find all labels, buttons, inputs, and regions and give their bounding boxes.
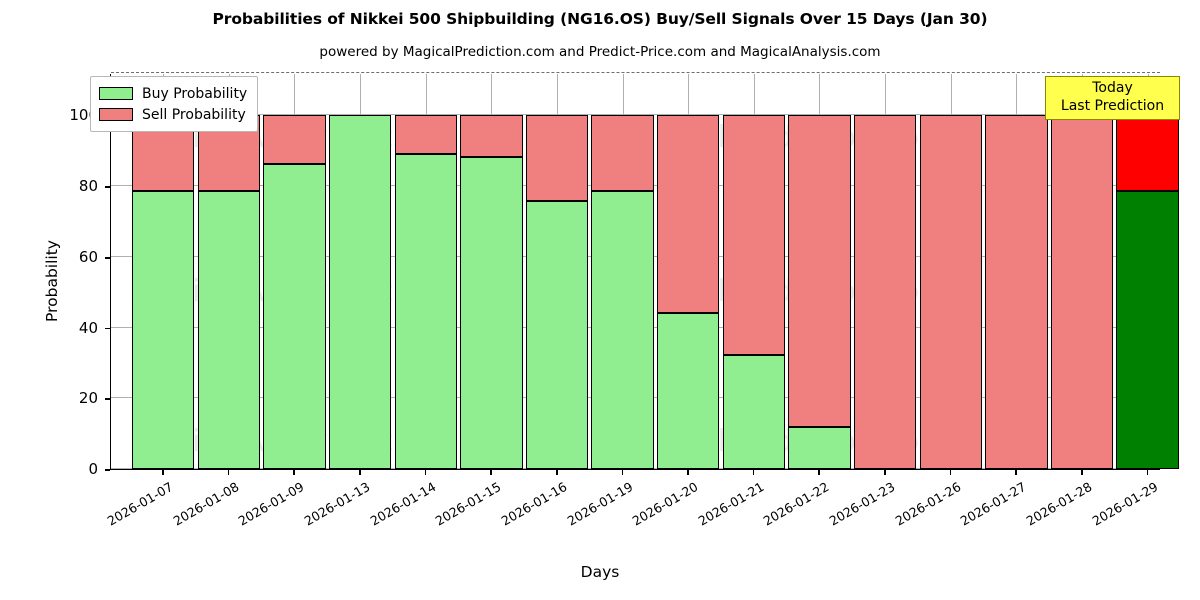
x-tick-mark-2026-01-14 [424,470,427,475]
y-axis-label: Probability [43,240,61,322]
y-tick-mark-80 [105,186,110,188]
x-tick-mark-2026-01-29 [1146,470,1149,475]
y-tick-label-20: 20 [78,389,98,408]
y-tick-mark-40 [105,327,110,330]
x-tick-mark-2026-01-23 [884,470,886,475]
top-dashed-line [111,72,1160,469]
x-tick-mark-2026-01-20 [687,470,689,475]
x-tick-mark-2026-01-26 [949,470,952,475]
legend-swatch-buy-icon [99,87,133,100]
x-tick-mark-2026-01-22 [818,470,821,475]
x-tick-mark-2026-01-08 [227,470,230,475]
y-tick-mark-0 [105,469,110,471]
today-annotation: Today Last Prediction [1045,76,1180,120]
y-tick-label-0: 0 [88,460,98,478]
plot-area: MagicalAnalysis.com MagicalPrediction.com… [110,72,1179,470]
chart-title: Probabilities of Nikkei 500 Shipbuilding… [212,10,988,28]
x-tick-mark-2026-01-09 [293,470,296,475]
x-tick-mark-2026-01-21 [752,470,755,475]
chart-subtitle: powered by MagicalPrediction.com and Pre… [319,44,881,60]
legend-item-sell: Sell Probability [99,104,247,125]
today-annotation-line1: Today [1092,80,1133,96]
legend-item-buy: Buy Probability [99,83,247,104]
y-tick-label-40: 40 [78,318,98,337]
y-tick-mark-60 [105,257,110,259]
x-tick-mark-2026-01-13 [359,470,361,475]
x-axis-label: Days [580,563,620,581]
y-tick-mark-20 [105,398,110,401]
legend-label-sell: Sell Probability [142,106,246,123]
y-tick-label-80: 80 [78,177,98,196]
y-tick-label-60: 60 [78,247,98,266]
x-tick-mark-2026-01-15 [490,470,492,475]
reference-dashed-line [111,72,1160,73]
x-tick-mark-2026-01-16 [555,470,558,475]
x-tick-mark-2026-01-19 [621,470,624,475]
gridline-y-100 [111,114,1160,116]
x-tick-mark-2026-01-27 [1015,470,1017,475]
legend: Buy Probability Sell Probability [90,76,259,132]
x-tick-mark-2026-01-07 [162,470,164,475]
today-annotation-line2: Last Prediction [1060,97,1165,114]
x-tick-mark-2026-01-28 [1080,470,1083,475]
legend-label-buy: Buy Probability [142,85,248,102]
legend-swatch-sell-icon [99,108,133,121]
